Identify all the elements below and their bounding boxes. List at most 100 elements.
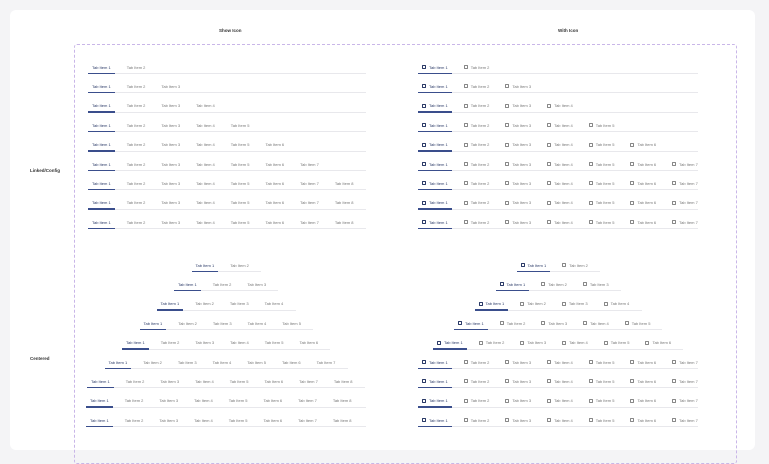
tab-item-3[interactable]: Tab Item 3	[157, 157, 184, 171]
tab-item-2[interactable]: Tab Item 2	[123, 138, 150, 152]
tab-item-7[interactable]: Tab Item 7	[296, 215, 323, 229]
tab-item-1[interactable]: Tab Item 1	[474, 297, 509, 311]
tab-item-3[interactable]: Tab Item 3	[501, 374, 535, 388]
tab-item-2[interactable]: Tab Item 2	[475, 336, 509, 350]
tab-item-3[interactable]: Tab Item 3	[157, 138, 184, 152]
tab-item-1[interactable]: Tab Item 1	[418, 157, 452, 171]
tab-item-3[interactable]: Tab Item 3	[501, 79, 535, 93]
tab-item-6[interactable]: Tab Item 6	[626, 138, 660, 152]
tab-item-4[interactable]: Tab Item 4	[192, 99, 219, 113]
tab-item-3[interactable]: Tab Item 3	[155, 413, 182, 427]
tab-item-2[interactable]: Tab Item 2	[123, 157, 150, 171]
tab-item-1[interactable]: Tab Item 1	[418, 99, 452, 113]
tab-item-5[interactable]: Tab Item 5	[600, 336, 634, 350]
tab-item-2[interactable]: Tab Item 2	[121, 413, 148, 427]
tab-item-3[interactable]: Tab Item 3	[501, 118, 535, 132]
tab-item-8[interactable]: Tab Item 8	[330, 374, 357, 388]
tab-item-4[interactable]: Tab Item 4	[579, 316, 613, 330]
tab-item-5[interactable]: Tab Item 5	[585, 215, 619, 229]
tab-item-4[interactable]: Tab Item 4	[543, 157, 577, 171]
tab-item-2[interactable]: Tab Item 2	[460, 60, 494, 74]
tab-item-2[interactable]: Tab Item 2	[123, 196, 150, 210]
tab-item-3[interactable]: Tab Item 3	[157, 118, 184, 132]
tab-item-2[interactable]: Tab Item 2	[460, 99, 494, 113]
tab-item-7[interactable]: Tab Item 7	[668, 215, 698, 229]
tab-item-2[interactable]: Tab Item 2	[516, 297, 550, 311]
tab-item-3[interactable]: Tab Item 3	[226, 297, 253, 311]
tab-item-3[interactable]: Tab Item 3	[516, 336, 550, 350]
tab-item-3[interactable]: Tab Item 3	[579, 277, 613, 291]
tab-item-4[interactable]: Tab Item 4	[192, 215, 219, 229]
tab-item-3[interactable]: Tab Item 3	[501, 157, 535, 171]
tab-item-2[interactable]: Tab Item 2	[123, 118, 150, 132]
tab-item-5[interactable]: Tab Item 5	[261, 336, 288, 350]
tab-item-1[interactable]: Tab Item 1	[418, 196, 452, 210]
tab-item-5[interactable]: Tab Item 5	[227, 176, 254, 190]
tab-item-2[interactable]: Tab Item 2	[122, 374, 149, 388]
tab-item-4[interactable]: Tab Item 4	[192, 138, 219, 152]
tab-item-1[interactable]: Tab Item 1	[418, 60, 452, 74]
tab-item-6[interactable]: Tab Item 6	[626, 176, 660, 190]
tab-item-1[interactable]: Tab Item 1	[418, 118, 452, 133]
tab-item-3[interactable]: Tab Item 3	[243, 277, 270, 291]
tab-item-2[interactable]: Tab Item 2	[157, 336, 184, 350]
tab-item-8[interactable]: Tab Item 8	[329, 413, 356, 427]
tab-item-1[interactable]: Tab Item 1	[418, 79, 452, 94]
tab-item-2[interactable]: Tab Item 2	[174, 316, 201, 330]
tab-item-2[interactable]: Tab Item 2	[139, 355, 166, 369]
tab-item-5[interactable]: Tab Item 5	[585, 138, 619, 152]
tab-item-4[interactable]: Tab Item 4	[543, 99, 577, 113]
tab-item-2[interactable]: Tab Item 2	[558, 258, 592, 272]
tab-item-5[interactable]: Tab Item 5	[227, 118, 254, 132]
tab-item-1[interactable]: Tab Item 1	[156, 297, 184, 311]
tab-item-6[interactable]: Tab Item 6	[626, 157, 660, 171]
tab-item-7[interactable]: Tab Item 7	[296, 157, 323, 171]
tab-item-4[interactable]: Tab Item 4	[192, 176, 219, 190]
tab-item-6[interactable]: Tab Item 6	[261, 215, 288, 229]
tab-item-4[interactable]: Tab Item 4	[209, 355, 236, 369]
tab-item-6[interactable]: Tab Item 6	[626, 215, 660, 229]
tab-item-6[interactable]: Tab Item 6	[295, 336, 322, 350]
tab-item-1[interactable]: Tab Item 1	[88, 60, 115, 74]
tab-item-1[interactable]: Tab Item 1	[418, 394, 452, 408]
tab-item-1[interactable]: Tab Item 1	[418, 413, 452, 428]
tab-item-4[interactable]: Tab Item 4	[543, 118, 577, 132]
tab-item-3[interactable]: Tab Item 3	[157, 176, 184, 190]
tab-item-5[interactable]: Tab Item 5	[585, 176, 619, 190]
tab-item-1[interactable]: Tab Item 1	[86, 413, 113, 428]
tab-item-2[interactable]: Tab Item 2	[460, 196, 494, 210]
tab-item-4[interactable]: Tab Item 4	[261, 297, 288, 311]
tab-item-2[interactable]: Tab Item 2	[123, 176, 150, 190]
tab-item-9[interactable]: Tab Item 9	[364, 394, 367, 408]
tab-item-3[interactable]: Tab Item 3	[501, 138, 535, 152]
tab-item-1[interactable]: Tab Item 1	[88, 157, 115, 171]
tab-item-2[interactable]: Tab Item 2	[537, 277, 571, 291]
tab-item-6[interactable]: Tab Item 6	[626, 413, 660, 427]
tab-item-6[interactable]: Tab Item 6	[261, 138, 288, 152]
tab-item-3[interactable]: Tab Item 3	[501, 176, 535, 190]
tab-item-2[interactable]: Tab Item 2	[460, 215, 494, 229]
tab-item-3[interactable]: Tab Item 3	[156, 374, 183, 388]
tab-item-7[interactable]: Tab Item 7	[294, 413, 321, 427]
tab-item-9[interactable]: Tab Item 9	[366, 196, 367, 210]
tab-item-1[interactable]: Tab Item 1	[86, 394, 113, 408]
tab-item-4[interactable]: Tab Item 4	[543, 355, 577, 369]
tab-item-2[interactable]: Tab Item 2	[123, 60, 150, 74]
tab-item-4[interactable]: Tab Item 4	[190, 394, 217, 408]
tab-item-7[interactable]: Tab Item 7	[294, 394, 321, 408]
tab-item-6[interactable]: Tab Item 6	[626, 394, 660, 408]
tab-item-2[interactable]: Tab Item 2	[123, 79, 150, 93]
tab-item-1[interactable]: Tab Item 1	[454, 316, 488, 331]
tab-item-3[interactable]: Tab Item 3	[157, 196, 184, 210]
tab-item-6[interactable]: Tab Item 6	[261, 157, 288, 171]
tab-item-5[interactable]: Tab Item 5	[227, 157, 254, 171]
tab-item-7[interactable]: Tab Item 7	[668, 413, 698, 427]
tab-item-6[interactable]: Tab Item 6	[260, 374, 287, 388]
tab-item-4[interactable]: Tab Item 4	[226, 336, 253, 350]
tab-item-7[interactable]: Tab Item 7	[668, 394, 698, 408]
tab-item-3[interactable]: Tab Item 3	[157, 79, 184, 93]
tab-item-4[interactable]: Tab Item 4	[543, 394, 577, 408]
tab-item-1[interactable]: Tab Item 1	[88, 196, 115, 210]
tab-item-1[interactable]: Tab Item 1	[191, 258, 219, 272]
tab-item-4[interactable]: Tab Item 4	[543, 196, 577, 210]
